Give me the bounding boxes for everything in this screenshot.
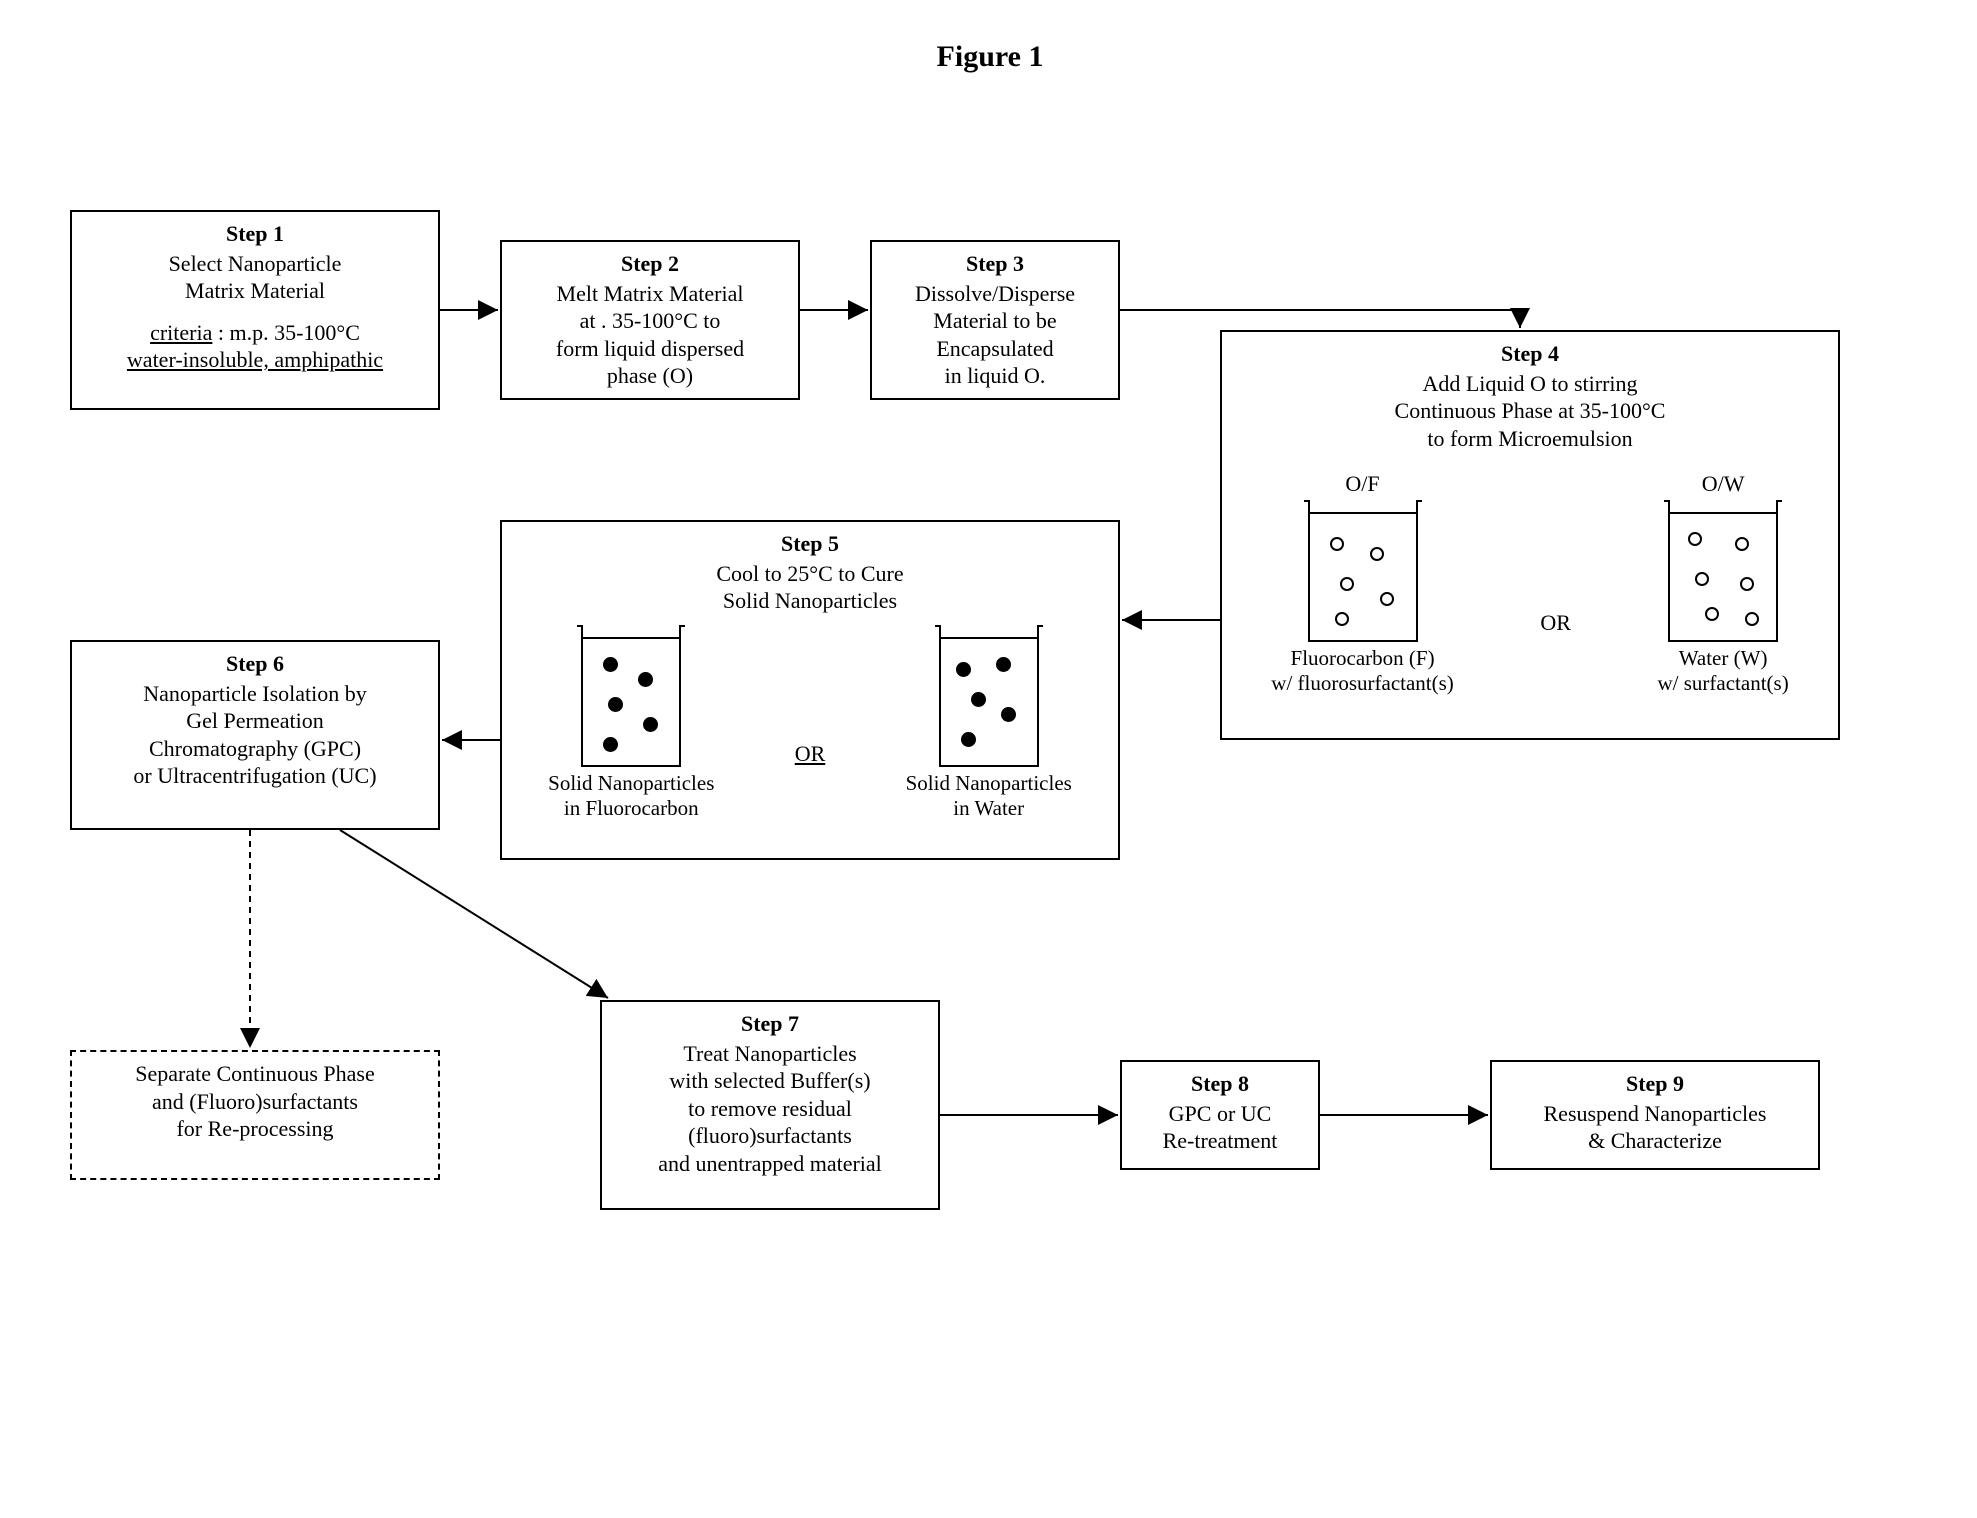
step7-line3: to remove residual	[688, 1096, 852, 1121]
step4-beaker-ow-shape	[1668, 502, 1778, 642]
step4-title: Step 4	[1232, 340, 1828, 368]
step9-box: Step 9 Resuspend Nanoparticles & Charact…	[1490, 1060, 1820, 1170]
step2-box: Step 2 Melt Matrix Material at . 35-100°…	[500, 240, 800, 400]
step5-line2: Solid Nanoparticles	[723, 588, 897, 613]
step4-or: OR	[1540, 609, 1571, 637]
step3-line1: Dissolve/Disperse	[915, 281, 1075, 306]
step5-box: Step 5 Cool to 25°C to Cure Solid Nanopa…	[500, 520, 1120, 860]
step5-beaker-w-shape	[939, 627, 1039, 767]
step6-line4: or Ultracentrifugation (UC)	[133, 763, 376, 788]
step1-title: Step 1	[82, 220, 428, 248]
step5-beaker-w: Solid Nanoparticles in Water	[906, 627, 1072, 821]
step8-box: Step 8 GPC or UC Re-treatment	[1120, 1060, 1320, 1170]
step6-box: Step 6 Nanoparticle Isolation by Gel Per…	[70, 640, 440, 830]
step3-line2: Material to be	[933, 308, 1056, 333]
step8-line1: GPC or UC	[1169, 1101, 1272, 1126]
step5-w-sub: Solid Nanoparticles in Water	[906, 771, 1072, 821]
step9-line2: & Characterize	[1588, 1128, 1722, 1153]
step1-line1: Select Nanoparticle	[169, 251, 342, 276]
step4-beaker-of-shape	[1308, 502, 1418, 642]
step2-line2: at . 35-100°C to	[580, 308, 721, 333]
step6-line1: Nanoparticle Isolation by	[143, 681, 367, 706]
step6-line3: Chromatography (GPC)	[149, 736, 361, 761]
step3-title: Step 3	[882, 250, 1108, 278]
step5-beaker-f: Solid Nanoparticles in Fluorocarbon	[548, 627, 714, 821]
step1-line2: Matrix Material	[185, 278, 325, 303]
step4-of-label: O/F	[1345, 470, 1379, 498]
step4-line1: Add Liquid O to stirring	[1422, 371, 1637, 396]
step2-line1: Melt Matrix Material	[557, 281, 744, 306]
step7-title: Step 7	[612, 1010, 928, 1038]
step7-line1: Treat Nanoparticles	[683, 1041, 856, 1066]
step6-title: Step 6	[82, 650, 428, 678]
step3-line3: Encapsulated	[936, 336, 1053, 361]
step4-ow-sub: Water (W) w/ surfactant(s)	[1658, 646, 1789, 696]
step1-box: Step 1 Select Nanoparticle Matrix Materi…	[70, 210, 440, 410]
step5-beaker-f-shape	[581, 627, 681, 767]
step6b-box: Separate Continuous Phase and (Fluoro)su…	[70, 1050, 440, 1180]
step7-line5: and unentrapped material	[658, 1151, 882, 1176]
step8-title: Step 8	[1132, 1070, 1308, 1098]
step5-or: OR	[795, 740, 826, 768]
step1-criteria-text2: water-insoluble, amphipathic	[127, 347, 383, 372]
step4-line3: to form Microemulsion	[1427, 426, 1632, 451]
step8-line2: Re-treatment	[1163, 1128, 1278, 1153]
step4-box: Step 4 Add Liquid O to stirring Continuo…	[1220, 330, 1840, 740]
step3-line4: in liquid O.	[945, 363, 1046, 388]
figure-title: Figure 1	[850, 40, 1130, 74]
step9-line1: Resuspend Nanoparticles	[1544, 1101, 1767, 1126]
step7-line2: with selected Buffer(s)	[669, 1068, 870, 1093]
step4-ow-label: O/W	[1702, 470, 1745, 498]
step6b-line3: for Re-processing	[176, 1116, 333, 1141]
step4-of-sub: Fluorocarbon (F) w/ fluorosurfactant(s)	[1271, 646, 1454, 696]
step2-line4: phase (O)	[607, 363, 693, 388]
step5-line1: Cool to 25°C to Cure	[716, 561, 903, 586]
step5-title: Step 5	[512, 530, 1108, 558]
step4-beakers: O/F Fluorocarbon (F) w/ fluorosurfactant…	[1232, 470, 1828, 696]
step2-line3: form liquid dispersed	[556, 336, 744, 361]
step4-beaker-of: O/F Fluorocarbon (F) w/ fluorosurfactant…	[1271, 470, 1454, 696]
step4-beaker-ow: O/W Water (W) w/ surfactant(s)	[1658, 470, 1789, 696]
step2-title: Step 2	[512, 250, 788, 278]
flowchart-canvas: Figure 1 Step 1 Select Nanoparticle Matr…	[40, 40, 1937, 1478]
step5-beakers: Solid Nanoparticles in Fluorocarbon OR S…	[512, 627, 1108, 821]
step1-criteria-text: : m.p. 35-100°C	[212, 320, 360, 345]
step5-f-sub: Solid Nanoparticles in Fluorocarbon	[548, 771, 714, 821]
step9-title: Step 9	[1502, 1070, 1808, 1098]
figure-title-text: Figure 1	[937, 40, 1044, 73]
step7-box: Step 7 Treat Nanoparticles with selected…	[600, 1000, 940, 1210]
step1-criteria: criteria : m.p. 35-100°C water-insoluble…	[82, 319, 428, 374]
arrow-3-4	[1120, 310, 1520, 328]
step7-line4: (fluoro)surfactants	[688, 1123, 852, 1148]
step1-criteria-label: criteria	[150, 320, 212, 345]
step4-line2: Continuous Phase at 35-100°C	[1395, 398, 1666, 423]
step6b-line1: Separate Continuous Phase	[135, 1061, 375, 1086]
step6b-line2: and (Fluoro)surfactants	[152, 1089, 358, 1114]
step6-line2: Gel Permeation	[186, 708, 323, 733]
step3-box: Step 3 Dissolve/Disperse Material to be …	[870, 240, 1120, 400]
